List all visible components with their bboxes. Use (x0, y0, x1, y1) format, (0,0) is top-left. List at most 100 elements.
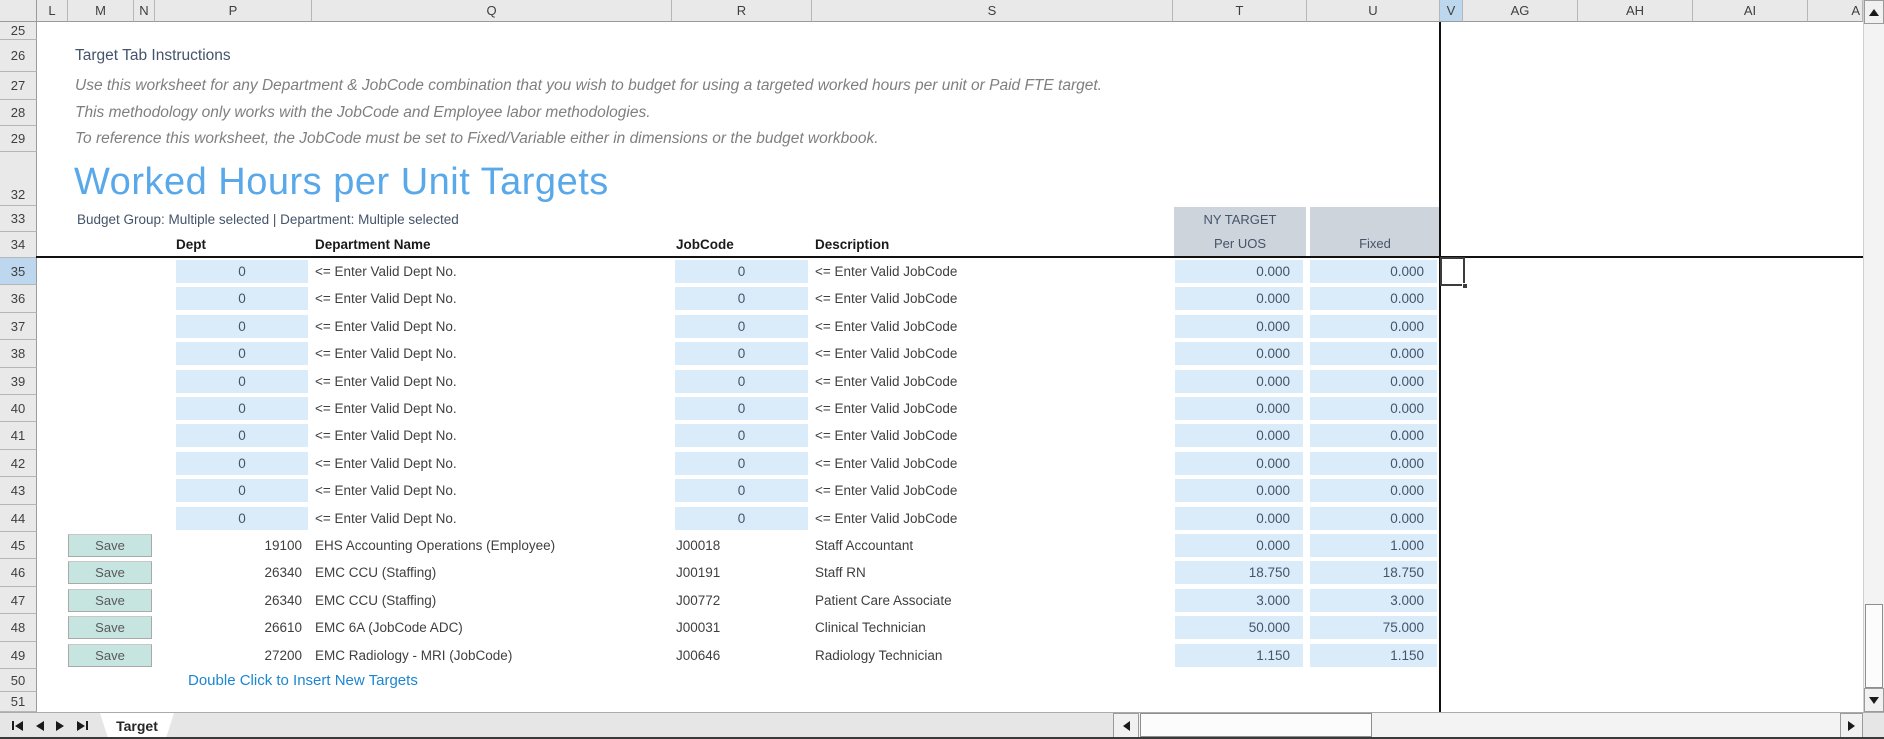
row-header-38[interactable]: 38 (0, 340, 37, 368)
active-cell-cursor[interactable] (1440, 257, 1465, 286)
per-uos-input-cell[interactable]: 0.000 (1175, 370, 1303, 393)
column-header-P[interactable]: P (155, 0, 312, 22)
per-uos-input-cell[interactable]: 0.000 (1175, 507, 1303, 530)
per-uos-value-cell[interactable]: 50.000 (1175, 616, 1303, 639)
row-header-44[interactable]: 44 (0, 505, 37, 532)
jobcode-input-cell[interactable]: 0 (675, 452, 808, 475)
per-uos-value-cell[interactable]: 0.000 (1175, 534, 1303, 557)
row-header-45[interactable]: 45 (0, 532, 37, 559)
row-header-50[interactable]: 50 (0, 669, 37, 692)
save-button[interactable]: Save (68, 534, 152, 557)
column-header-M[interactable]: M (68, 0, 134, 22)
column-header-V[interactable]: V (1440, 0, 1463, 22)
save-button[interactable]: Save (68, 589, 152, 612)
column-header-A[interactable]: A (1808, 0, 1863, 22)
jobcode-input-cell[interactable]: 0 (675, 507, 808, 530)
row-header-27[interactable]: 27 (0, 72, 37, 100)
per-uos-input-cell[interactable]: 0.000 (1175, 342, 1303, 365)
fixed-input-cell[interactable]: 0.000 (1310, 507, 1437, 530)
jobcode-input-cell[interactable]: 0 (675, 342, 808, 365)
row-header-43[interactable]: 43 (0, 477, 37, 505)
column-header-AG[interactable]: AG (1463, 0, 1578, 22)
per-uos-input-cell[interactable]: 0.000 (1175, 287, 1303, 310)
column-header-S[interactable]: S (812, 0, 1173, 22)
jobcode-input-cell[interactable]: 0 (675, 397, 808, 420)
row-header-49[interactable]: 49 (0, 642, 37, 669)
per-uos-value-cell[interactable]: 1.150 (1175, 644, 1303, 667)
jobcode-input-cell[interactable]: 0 (675, 370, 808, 393)
dept-input-cell[interactable]: 0 (176, 507, 308, 530)
scroll-down-button[interactable] (1864, 688, 1884, 712)
column-header-R[interactable]: R (672, 0, 812, 22)
fixed-input-cell[interactable]: 0.000 (1310, 424, 1437, 447)
row-header-39[interactable]: 39 (0, 368, 37, 395)
row-header-51[interactable]: 51 (0, 692, 37, 712)
per-uos-input-cell[interactable]: 0.000 (1175, 424, 1303, 447)
scroll-up-button[interactable] (1864, 0, 1884, 24)
row-header-32[interactable]: 32 (0, 152, 37, 206)
column-header-Q[interactable]: Q (312, 0, 672, 22)
dept-input-cell[interactable]: 0 (176, 315, 308, 338)
dept-input-cell[interactable]: 0 (176, 342, 308, 365)
fixed-value-cell[interactable]: 1.000 (1310, 534, 1437, 557)
jobcode-input-cell[interactable]: 0 (675, 479, 808, 502)
per-uos-value-cell[interactable]: 18.750 (1175, 561, 1303, 584)
jobcode-input-cell[interactable]: 0 (675, 260, 808, 283)
column-header-L[interactable]: L (37, 0, 68, 22)
row-header-25[interactable]: 25 (0, 22, 37, 40)
fixed-value-cell[interactable]: 1.150 (1310, 644, 1437, 667)
fixed-input-cell[interactable]: 0.000 (1310, 370, 1437, 393)
row-header-35[interactable]: 35 (0, 258, 37, 285)
row-header-36[interactable]: 36 (0, 285, 37, 313)
horizontal-scroll-thumb[interactable] (1140, 713, 1372, 737)
row-header-37[interactable]: 37 (0, 313, 37, 340)
row-header-48[interactable]: 48 (0, 614, 37, 642)
previous-sheet-icon[interactable] (36, 721, 44, 731)
vertical-scroll-thumb[interactable] (1865, 604, 1883, 688)
dept-input-cell[interactable]: 0 (176, 479, 308, 502)
save-button[interactable]: Save (68, 561, 152, 584)
row-header-42[interactable]: 42 (0, 450, 37, 477)
fixed-input-cell[interactable]: 0.000 (1310, 287, 1437, 310)
fixed-value-cell[interactable]: 18.750 (1310, 561, 1437, 584)
dept-input-cell[interactable]: 0 (176, 397, 308, 420)
row-header-33[interactable]: 33 (0, 206, 37, 232)
jobcode-input-cell[interactable]: 0 (675, 424, 808, 447)
tab-target[interactable]: Target (100, 713, 174, 738)
jobcode-input-cell[interactable]: 0 (675, 287, 808, 310)
fixed-input-cell[interactable]: 0.000 (1310, 342, 1437, 365)
row-header-46[interactable]: 46 (0, 559, 37, 587)
per-uos-input-cell[interactable]: 0.000 (1175, 452, 1303, 475)
dept-input-cell[interactable]: 0 (176, 452, 308, 475)
fixed-input-cell[interactable]: 0.000 (1310, 452, 1437, 475)
jobcode-input-cell[interactable]: 0 (675, 315, 808, 338)
per-uos-input-cell[interactable]: 0.000 (1175, 479, 1303, 502)
row-header-41[interactable]: 41 (0, 422, 37, 450)
scroll-left-button[interactable] (1113, 713, 1139, 738)
per-uos-input-cell[interactable]: 0.000 (1175, 315, 1303, 338)
vertical-scrollbar[interactable] (1863, 0, 1884, 712)
column-header-AI[interactable]: AI (1693, 0, 1808, 22)
row-header-26[interactable]: 26 (0, 40, 37, 72)
per-uos-value-cell[interactable]: 3.000 (1175, 589, 1303, 612)
dept-input-cell[interactable]: 0 (176, 260, 308, 283)
column-header-U[interactable]: U (1307, 0, 1440, 22)
fixed-input-cell[interactable]: 0.000 (1310, 397, 1437, 420)
row-header-29[interactable]: 29 (0, 126, 37, 152)
first-sheet-icon[interactable] (12, 721, 23, 731)
per-uos-input-cell[interactable]: 0.000 (1175, 397, 1303, 420)
column-header-AH[interactable]: AH (1578, 0, 1693, 22)
row-header-34[interactable]: 34 (0, 232, 37, 258)
row-header-40[interactable]: 40 (0, 395, 37, 422)
fill-handle[interactable] (1462, 283, 1468, 289)
fixed-input-cell[interactable]: 0.000 (1310, 260, 1437, 283)
next-sheet-icon[interactable] (56, 721, 64, 731)
row-header-28[interactable]: 28 (0, 100, 37, 126)
fixed-value-cell[interactable]: 75.000 (1310, 616, 1437, 639)
per-uos-input-cell[interactable]: 0.000 (1175, 260, 1303, 283)
scroll-right-button[interactable] (1840, 713, 1863, 738)
dept-input-cell[interactable]: 0 (176, 287, 308, 310)
column-header-T[interactable]: T (1173, 0, 1307, 22)
fixed-input-cell[interactable]: 0.000 (1310, 315, 1437, 338)
save-button[interactable]: Save (68, 616, 152, 639)
